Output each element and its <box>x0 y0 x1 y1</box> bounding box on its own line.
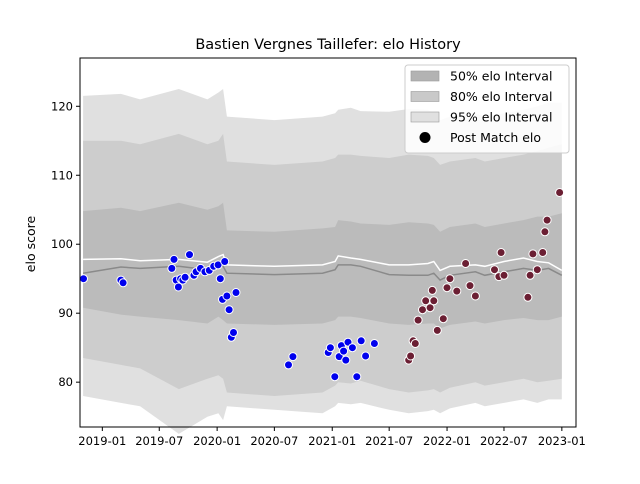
legend: 50% elo Interval 80% elo Interval 95% elo … <box>404 64 570 154</box>
legend-swatch <box>410 70 440 82</box>
data-point-early <box>185 250 194 260</box>
data-point-late <box>532 265 542 275</box>
x-tick-label: 2022-01 <box>423 434 471 448</box>
data-point-late <box>432 325 442 335</box>
data-point-late <box>523 292 533 302</box>
data-point-early <box>361 351 371 361</box>
data-point-early <box>222 291 232 301</box>
x-tick-label: 2021-01 <box>308 434 356 448</box>
data-point-early <box>369 339 379 348</box>
data-point-early <box>215 274 225 284</box>
data-point-late <box>406 351 416 361</box>
y-axis-label: elo score <box>23 216 38 273</box>
axes: 2019-01 2019-07 2020-01 2020-07 2021-01 2021-… <box>51 57 586 448</box>
data-point-late <box>429 296 439 306</box>
x-tick-label: 2019-07 <box>135 434 183 448</box>
data-point-late <box>542 215 552 225</box>
x-tick-label: 2023-01 <box>538 434 586 448</box>
data-point-early <box>118 278 128 288</box>
x-tick-label: 2020-07 <box>250 434 298 448</box>
y-tick-label: 100 <box>51 237 73 251</box>
data-point-early <box>231 288 241 297</box>
data-point-early <box>284 360 293 370</box>
data-point-late <box>452 286 462 296</box>
data-point-late <box>528 249 538 259</box>
y-tick-label: 80 <box>58 375 73 389</box>
data-point-early <box>79 274 88 284</box>
data-point-late <box>465 281 475 291</box>
data-point-late <box>461 259 471 268</box>
data-point-early <box>224 305 234 315</box>
legend-label: Post Match elo <box>450 130 541 145</box>
legend-swatch <box>410 111 440 123</box>
post-match-points <box>79 188 565 382</box>
data-point-early <box>352 372 362 382</box>
data-point-early <box>167 263 177 273</box>
data-point-late <box>496 248 506 257</box>
data-point-early <box>180 272 190 282</box>
data-point-early <box>173 282 183 292</box>
legend-label: 50% elo Interval <box>450 69 552 84</box>
legend-box <box>404 64 570 154</box>
data-point-late <box>540 227 550 237</box>
data-point-early <box>339 346 349 356</box>
data-point-late <box>438 314 448 324</box>
x-tick-label: 2021-07 <box>365 434 413 448</box>
legend-label: 80% elo Interval <box>450 89 552 104</box>
data-point-late <box>410 339 420 348</box>
x-tick-label: 2020-01 <box>193 434 241 448</box>
data-point-late <box>427 285 437 295</box>
data-point-early <box>325 343 335 353</box>
data-point-early <box>229 328 238 337</box>
y-tick-label: 110 <box>51 168 73 182</box>
data-point-early <box>341 355 351 365</box>
data-point-late <box>470 291 480 301</box>
legend-marker <box>419 132 431 143</box>
data-point-late <box>445 274 455 284</box>
data-point-late <box>425 303 435 313</box>
data-point-early <box>347 343 357 353</box>
y-tick-label: 120 <box>51 99 73 113</box>
legend-label: 95% elo Interval <box>450 110 552 125</box>
data-point-early <box>169 254 179 264</box>
data-point-late <box>418 305 427 315</box>
legend-swatch <box>410 91 440 102</box>
plot-frame <box>79 57 577 428</box>
data-point-late <box>525 270 535 280</box>
data-point-late <box>490 265 499 275</box>
data-point-late <box>538 248 548 257</box>
data-point-early <box>356 336 366 346</box>
data-point-early <box>288 352 298 362</box>
data-point-late <box>442 283 452 293</box>
data-point-early <box>330 372 340 382</box>
chart-title: Bastien Vergnes Taillefer: elo History <box>195 37 461 53</box>
data-point-late <box>413 315 423 325</box>
data-point-late <box>555 188 565 197</box>
data-point-early <box>220 257 230 266</box>
data-point-late <box>499 270 509 280</box>
x-tick-label: 2019-01 <box>78 434 126 448</box>
upper-elo-line <box>83 253 563 272</box>
y-tick-label: 90 <box>58 306 73 320</box>
x-tick-label: 2022-07 <box>480 434 528 448</box>
